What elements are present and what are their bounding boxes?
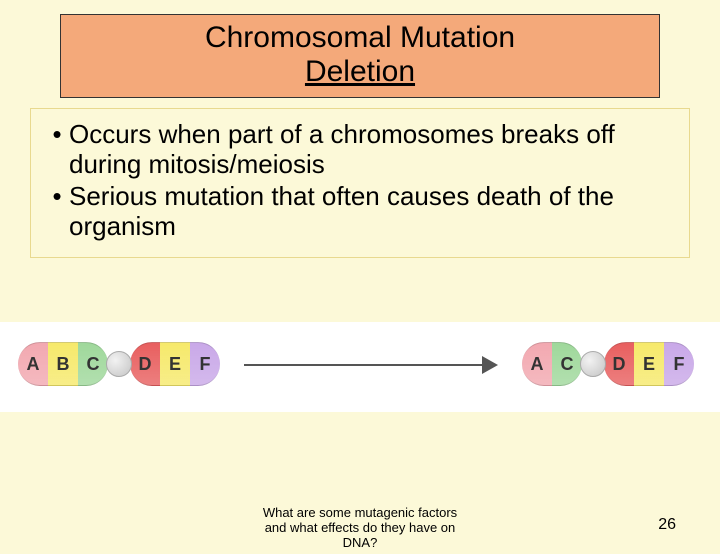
chromosome-after: ACDEF	[522, 342, 694, 386]
chromosome-before: ABCDEF	[18, 342, 220, 386]
title-box: Chromosomal Mutation Deletion	[60, 14, 660, 98]
bullet-row: • Serious mutation that often causes dea…	[45, 181, 675, 241]
segment-D: D	[604, 342, 634, 386]
bullet-text: Serious mutation that often causes death…	[69, 181, 675, 241]
title-line2: Deletion	[71, 55, 649, 89]
page-number: 26	[658, 516, 676, 534]
segment-A: A	[522, 342, 552, 386]
footer-line: and what effects do they have on	[265, 520, 456, 535]
footer-line: What are some mutagenic factors	[263, 505, 457, 520]
arrow-head-icon	[482, 356, 498, 374]
centromere-icon	[582, 342, 604, 386]
segment-C: C	[78, 342, 108, 386]
bullet-marker: •	[45, 181, 69, 211]
bullet-text: Occurs when part of a chromosomes breaks…	[69, 119, 675, 179]
footer-line: DNA?	[343, 535, 378, 550]
segment-E: E	[160, 342, 190, 386]
body-box: • Occurs when part of a chromosomes brea…	[30, 108, 690, 258]
segment-A: A	[18, 342, 48, 386]
segment-F: F	[190, 342, 220, 386]
segment-B: B	[48, 342, 78, 386]
segment-F: F	[664, 342, 694, 386]
deletion-diagram: ABCDEF ACDEF	[0, 342, 720, 390]
footer-question: What are some mutagenic factors and what…	[220, 505, 500, 550]
title-line1: Chromosomal Mutation	[71, 21, 649, 55]
diagram-area: ABCDEF ACDEF	[0, 322, 720, 412]
centromere-icon	[108, 342, 130, 386]
segment-E: E	[634, 342, 664, 386]
bullet-marker: •	[45, 119, 69, 149]
segment-D: D	[130, 342, 160, 386]
arrow-line	[244, 364, 484, 366]
bullet-row: • Occurs when part of a chromosomes brea…	[45, 119, 675, 179]
segment-C: C	[552, 342, 582, 386]
